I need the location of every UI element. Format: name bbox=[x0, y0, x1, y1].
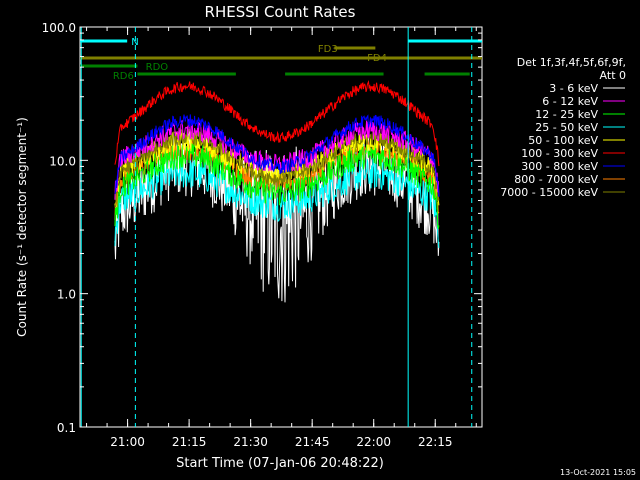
legend-entry-label: 50 - 100 keV bbox=[528, 134, 598, 147]
x-tick-label: 21:00 bbox=[110, 435, 145, 449]
x-tick-label: 22:15 bbox=[418, 435, 453, 449]
y-tick-label: 10.0 bbox=[49, 154, 76, 168]
legend-entry-label: 6 - 12 keV bbox=[542, 95, 598, 108]
flag-bar-label: FD3 bbox=[318, 44, 338, 55]
legend: Det 1f,3f,4f,5f,6f,9f, Att 0 3 - 6 keV6 … bbox=[500, 56, 626, 199]
x-axis-label: Start Time (07-Jan-06 20:48:22) bbox=[176, 456, 384, 471]
legend-entry-label: 800 - 7000 keV bbox=[514, 173, 598, 186]
series-trace bbox=[114, 157, 440, 248]
plot-frame bbox=[79, 26, 483, 428]
x-axis: 21:00 21:15 21:30 21:45 22:00 22:15 bbox=[86, 27, 477, 449]
y-axis-label: Count Rate (s⁻¹ detector segment⁻¹) bbox=[15, 117, 29, 337]
legend-entry-label: 3 - 6 keV bbox=[549, 82, 598, 95]
legend-header-line-2: Att 0 bbox=[600, 69, 626, 82]
series-trace bbox=[114, 142, 440, 229]
legend-entry-label: 12 - 25 keV bbox=[535, 108, 598, 121]
x-tick-label: 21:15 bbox=[172, 435, 207, 449]
legend-entry-label: 300 - 800 keV bbox=[521, 160, 598, 173]
series-trace bbox=[114, 79, 440, 167]
y-axis: 0.1 1.0 10.0 100.0 bbox=[42, 21, 482, 435]
flag-bars: N FD3 FD4 RDO RD6 bbox=[80, 37, 482, 82]
flag-bar-label: RDO bbox=[146, 62, 169, 73]
data-traces bbox=[114, 79, 440, 303]
legend-entry-label: 7000 - 15000 keV bbox=[500, 186, 598, 199]
flag-bar-label: RD6 bbox=[113, 71, 134, 82]
flag-bar-label: N bbox=[131, 37, 138, 48]
x-tick-label: 22:00 bbox=[356, 435, 391, 449]
x-tick-label: 21:45 bbox=[295, 435, 330, 449]
series-trace bbox=[114, 128, 440, 209]
y-tick-label: 1.0 bbox=[57, 288, 76, 302]
flag-bar-label: FD4 bbox=[367, 53, 387, 64]
series-trace bbox=[114, 114, 440, 198]
y-tick-label: 100.0 bbox=[42, 21, 76, 35]
legend-entry-label: 25 - 50 keV bbox=[535, 121, 598, 134]
chart-title: RHESSI Count Rates bbox=[205, 3, 356, 21]
vertical-markers bbox=[80, 27, 473, 427]
x-tick-label: 21:30 bbox=[233, 435, 268, 449]
footer-timestamp: 13-Oct-2021 15:05 bbox=[560, 468, 636, 477]
y-tick-label: 0.1 bbox=[57, 421, 76, 435]
legend-entry-label: 100 - 300 keV bbox=[521, 147, 598, 160]
legend-header-line-1: Det 1f,3f,4f,5f,6f,9f, bbox=[517, 56, 626, 69]
